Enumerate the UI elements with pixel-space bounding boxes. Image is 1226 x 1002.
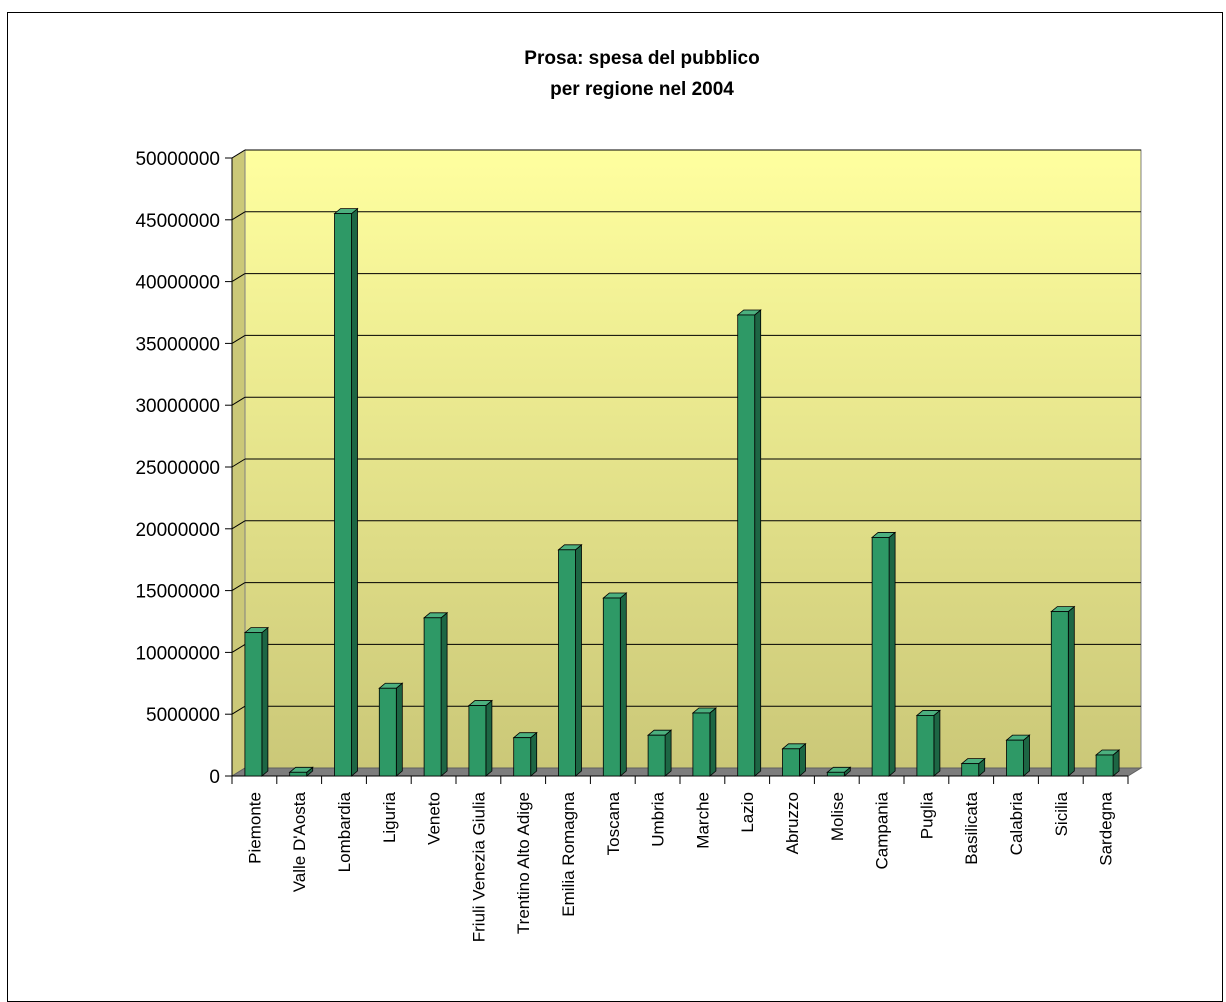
y-tick-label: 30000000 xyxy=(135,396,220,417)
chart-title-line-1: Prosa: spesa del pubblico xyxy=(524,48,759,69)
bar xyxy=(468,705,487,777)
bar xyxy=(826,771,845,777)
bar xyxy=(1006,739,1024,777)
y-tick-label: 35000000 xyxy=(135,334,220,355)
bar-side xyxy=(440,611,448,777)
gridline-depth xyxy=(231,211,246,221)
bar-side xyxy=(888,531,896,777)
bar xyxy=(602,597,621,777)
y-tick-label: 50000000 xyxy=(135,149,220,170)
bar-side xyxy=(575,543,582,777)
x-tick-label: Lombardia xyxy=(335,791,354,872)
x-tick-label: Piemonte xyxy=(245,792,264,864)
x-tick-label: Sicilia xyxy=(1052,791,1071,836)
y-tick-label: 15000000 xyxy=(135,582,220,603)
x-tick-label: Friuli Venezia Giulia xyxy=(469,791,488,942)
x-tick-label: Toscana xyxy=(604,791,623,855)
x-tick-label: Abruzzo xyxy=(783,792,802,854)
gridline-depth xyxy=(231,705,246,715)
x-tick-label: Trentino Alto Adige xyxy=(514,792,533,934)
gridline-depth xyxy=(231,582,246,592)
bar xyxy=(513,737,532,777)
chart-title-line-2: per regione nel 2004 xyxy=(550,79,734,100)
x-tick-label: Sardegna xyxy=(1097,791,1116,865)
x-tick-label: Lazio xyxy=(738,792,757,833)
y-tick-label: 45000000 xyxy=(135,211,220,232)
bar xyxy=(647,734,666,777)
gridline-depth xyxy=(231,149,246,159)
y-tick-label: 5000000 xyxy=(146,705,220,726)
x-tick-label: Umbria xyxy=(649,791,668,846)
x-tick-label: Puglia xyxy=(917,791,936,839)
bar-side xyxy=(261,626,269,777)
bar xyxy=(871,537,890,777)
bar xyxy=(423,617,442,777)
y-tick-label: 25000000 xyxy=(135,458,220,479)
bar xyxy=(782,748,800,777)
x-tick-label: Valle D'Aosta xyxy=(290,791,309,892)
x-tick-label: Emilia Romagna xyxy=(559,791,578,916)
bar xyxy=(1050,611,1069,777)
y-tick-label: 20000000 xyxy=(135,520,220,541)
gridline-depth xyxy=(231,273,246,283)
x-tick-label: Veneto xyxy=(425,792,444,845)
bar-side xyxy=(1023,734,1030,777)
bar-side xyxy=(351,207,358,777)
bar-side xyxy=(664,729,672,777)
x-tick-label: Calabria xyxy=(1007,791,1026,855)
x-tick-label: Liguria xyxy=(380,791,399,843)
bar xyxy=(1095,754,1114,777)
x-tick-label: Molise xyxy=(828,792,847,841)
bar xyxy=(378,687,397,777)
bar-side xyxy=(709,707,717,777)
bar xyxy=(334,213,352,777)
gridline-depth xyxy=(231,643,246,653)
x-tick-label: Campania xyxy=(873,791,892,869)
bar xyxy=(558,549,576,777)
x-tick-label: Marche xyxy=(693,792,712,849)
gridline-depth xyxy=(231,458,246,468)
x-tick-label: Basilicata xyxy=(962,791,981,864)
bar-side xyxy=(395,682,403,777)
floor xyxy=(230,767,1143,777)
bar xyxy=(916,715,935,777)
y-tick-label: 10000000 xyxy=(135,643,220,664)
gridline-depth xyxy=(231,396,246,406)
bar-side xyxy=(619,592,627,777)
bar-side xyxy=(754,309,762,777)
gridline-depth xyxy=(231,520,246,530)
bar-side xyxy=(933,709,941,777)
plot-area: 0 5000000 10000000 15000000 20000000 25000000… xyxy=(135,149,1143,942)
bar-chart: Prosa: spesa del pubblico per regione ne… xyxy=(135,48,1143,942)
bar xyxy=(692,712,711,777)
gridline-depth xyxy=(231,334,246,344)
y-tick-label: 40000000 xyxy=(135,273,220,294)
bar xyxy=(289,771,308,777)
bar xyxy=(961,763,980,777)
bar-side xyxy=(530,731,538,777)
bar-side xyxy=(799,742,806,777)
bar xyxy=(737,314,756,777)
bar-side xyxy=(485,699,493,777)
bar xyxy=(244,632,263,777)
bar-side xyxy=(1067,605,1075,777)
y-tick-label: 0 xyxy=(209,767,220,788)
